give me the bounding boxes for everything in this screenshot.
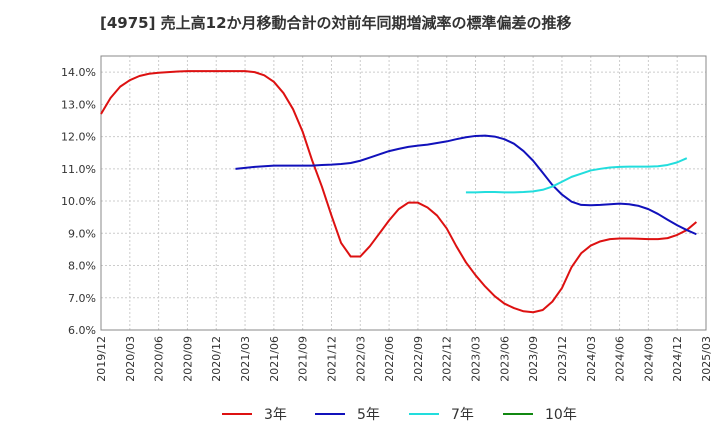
series-line-1 (100, 70, 698, 314)
x-tick-label: 2021/09 (297, 336, 310, 382)
y-tick-label: 8.0% (68, 260, 96, 273)
chart-title: [4975] 売上高12か月移動合計の対前年同期増減率の標準偏差の推移 (100, 14, 572, 32)
y-tick-label: 12.0% (61, 131, 96, 144)
legend-label-2: 5年 (357, 407, 380, 423)
y-tick-label: 7.0% (68, 292, 96, 305)
x-tick-label: 2019/12 (95, 336, 108, 382)
grid-lines (100, 56, 707, 331)
legend-label-3: 7年 (451, 407, 474, 423)
x-axis-ticks: 2019/12 2020/03 2020/06 2020/09 2020/12 2021/… (95, 336, 713, 382)
x-tick-label: 2020/12 (210, 336, 223, 382)
y-tick-label: 11.0% (61, 163, 96, 176)
legend: 3年 5年 7年 10年 (222, 407, 577, 423)
y-tick-label: 13.0% (61, 98, 96, 111)
x-tick-label: 2021/06 (268, 336, 281, 382)
x-tick-label: 2024/09 (642, 336, 655, 382)
x-tick-label: 2025/03 (700, 336, 713, 382)
x-tick-label: 2023/09 (527, 336, 540, 382)
x-tick-label: 2020/09 (181, 336, 194, 382)
x-tick-label: 2022/12 (441, 336, 454, 382)
y-tick-label: 6.0% (68, 324, 96, 337)
y-axis-ticks: 6.0% 7.0% 8.0% 9.0% 10.0% 11.0% 12.0% 13.0% 14.0… (61, 66, 96, 337)
x-tick-label: 2024/06 (614, 336, 627, 382)
plot-area-border (100, 55, 707, 331)
legend-label-1: 3年 (264, 407, 287, 423)
legend-label-4: 10年 (545, 407, 577, 423)
x-tick-label: 2023/12 (556, 336, 569, 382)
series-line-2 (235, 134, 697, 236)
x-tick-label: 2020/06 (153, 336, 166, 382)
y-tick-label: 14.0% (61, 66, 96, 79)
y-tick-label: 9.0% (68, 227, 96, 240)
x-tick-label: 2021/03 (239, 336, 252, 382)
x-tick-label: 2022/03 (354, 336, 367, 382)
x-tick-label: 2020/03 (124, 336, 137, 382)
x-tick-label: 2022/06 (383, 336, 396, 382)
x-tick-label: 2023/03 (470, 336, 483, 382)
x-tick-label: 2024/03 (585, 336, 598, 382)
series-lines (100, 70, 698, 314)
x-tick-label: 2024/12 (671, 336, 684, 382)
x-tick-label: 2021/12 (325, 336, 338, 382)
x-tick-label: 2022/09 (412, 336, 425, 382)
x-tick-label: 2023/06 (498, 336, 511, 382)
y-tick-label: 10.0% (61, 195, 96, 208)
series-line-3 (465, 157, 688, 194)
